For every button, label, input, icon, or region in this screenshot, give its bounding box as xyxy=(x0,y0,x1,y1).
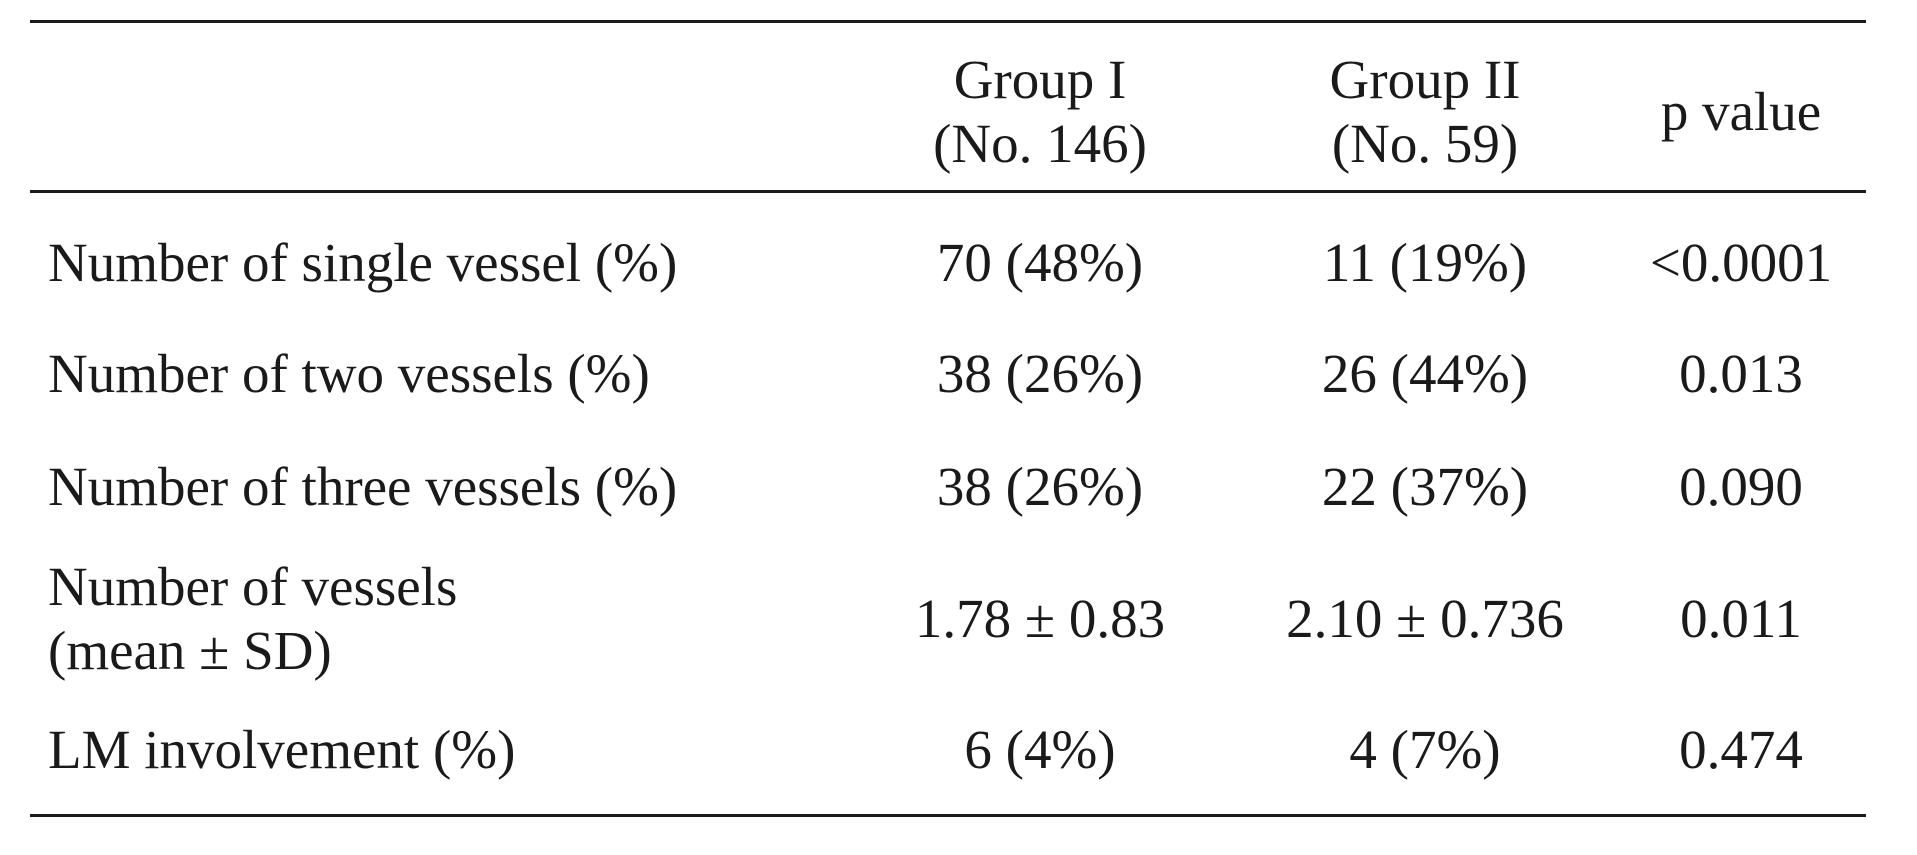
table-row: Number of single vessel (%) 70 (48%) 11 … xyxy=(30,208,1866,318)
row-group-1-value: 38 (26%) xyxy=(936,343,1144,404)
row-label-line-1: Number of vessels xyxy=(48,556,458,617)
row-group-2-value: 2.10 ± 0.736 xyxy=(1286,588,1564,649)
table-row: Number of three vessels (%) 38 (26%) 22 … xyxy=(30,430,1866,544)
row-p-value: 0.013 xyxy=(1679,343,1803,404)
header-group-2-count: (No. 59) xyxy=(1331,113,1519,174)
row-group-1-value: 6 (4%) xyxy=(964,719,1116,780)
table-top-rule xyxy=(30,20,1866,23)
row-group-2-value: 11 (19%) xyxy=(1322,232,1528,293)
table-row: Number of two vessels (%) 38 (26%) 26 (4… xyxy=(30,318,1866,430)
header-group-1-name: Group I xyxy=(953,49,1127,110)
row-group-1-value: 70 (48%) xyxy=(936,232,1144,293)
row-group-1-value: 1.78 ± 0.83 xyxy=(914,588,1166,649)
table-bottom-rule xyxy=(30,814,1866,817)
row-label: LM involvement (%) xyxy=(48,719,516,780)
row-group-2-value: 26 (44%) xyxy=(1321,343,1529,404)
row-label-line-2: (mean ± SD) xyxy=(48,620,332,681)
table-header-rule xyxy=(30,190,1866,193)
row-p-value: 0.090 xyxy=(1679,456,1803,517)
header-p-value: p value xyxy=(1660,81,1822,142)
table-row: Number of vessels (mean ± SD) 1.78 ± 0.8… xyxy=(30,544,1866,694)
row-group-2-value: 4 (7%) xyxy=(1349,719,1501,780)
header-group-1: Group I (No. 146) xyxy=(846,48,1234,176)
header-group-2-name: Group II xyxy=(1329,49,1521,110)
row-label: Number of single vessel (%) xyxy=(48,232,678,293)
table-row: LM involvement (%) 6 (4%) 4 (7%) 0.474 xyxy=(30,694,1866,806)
row-group-2-value: 22 (37%) xyxy=(1321,456,1529,517)
row-group-1-value: 38 (26%) xyxy=(936,456,1144,517)
row-label: Number of two vessels (%) xyxy=(48,343,650,404)
row-label: Number of three vessels (%) xyxy=(48,456,678,517)
header-group-1-count: (No. 146) xyxy=(933,113,1147,174)
table-header-row: Group I (No. 146) Group II (No. 59) p va… xyxy=(30,42,1866,182)
row-p-value: <0.0001 xyxy=(1649,232,1833,293)
row-p-value: 0.474 xyxy=(1679,719,1803,780)
header-group-2: Group II (No. 59) xyxy=(1234,48,1616,176)
row-label: Number of vessels (mean ± SD) xyxy=(30,555,846,683)
row-p-value: 0.011 xyxy=(1680,588,1802,649)
